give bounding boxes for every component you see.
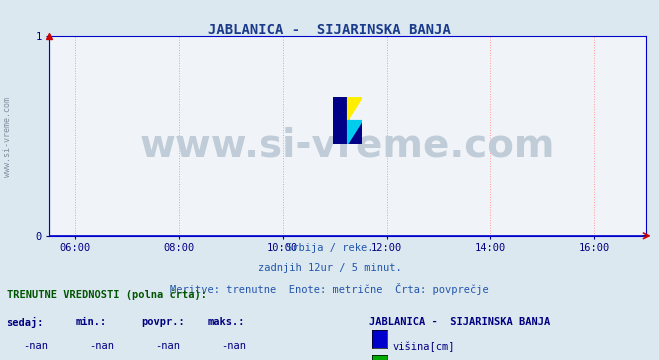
- Text: www.si-vreme.com: www.si-vreme.com: [3, 97, 13, 177]
- Text: www.si-vreme.com: www.si-vreme.com: [140, 127, 556, 165]
- Text: min.:: min.:: [76, 317, 107, 327]
- Polygon shape: [348, 121, 362, 144]
- Text: -nan: -nan: [23, 341, 48, 351]
- Text: zadnjih 12ur / 5 minut.: zadnjih 12ur / 5 minut.: [258, 263, 401, 273]
- Text: višina[cm]: višina[cm]: [392, 341, 455, 352]
- Text: maks.:: maks.:: [208, 317, 245, 327]
- Text: Srbija / reke.: Srbija / reke.: [286, 243, 373, 253]
- Text: povpr.:: povpr.:: [142, 317, 185, 327]
- Text: -nan: -nan: [89, 341, 114, 351]
- Text: -nan: -nan: [155, 341, 180, 351]
- Text: JABLANICA -  SIJARINSKA BANJA: JABLANICA - SIJARINSKA BANJA: [208, 23, 451, 37]
- Polygon shape: [333, 97, 348, 144]
- Text: sedaj:: sedaj:: [7, 317, 44, 328]
- Polygon shape: [348, 97, 362, 121]
- Polygon shape: [348, 121, 362, 144]
- Text: Meritve: trenutne  Enote: metrične  Črta: povprečje: Meritve: trenutne Enote: metrične Črta: …: [170, 283, 489, 294]
- Text: TRENUTNE VREDNOSTI (polna črta):: TRENUTNE VREDNOSTI (polna črta):: [7, 290, 206, 300]
- Text: JABLANICA -  SIJARINSKA BANJA: JABLANICA - SIJARINSKA BANJA: [369, 317, 550, 327]
- Text: -nan: -nan: [221, 341, 246, 351]
